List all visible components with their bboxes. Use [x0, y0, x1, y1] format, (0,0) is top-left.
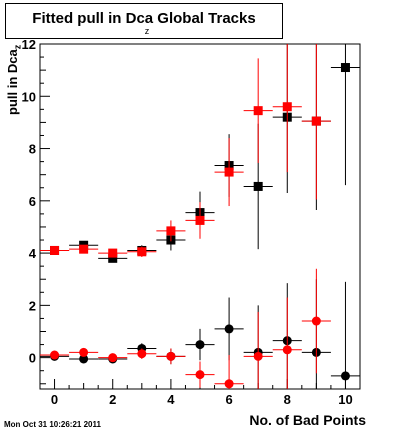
data-point-square: [50, 245, 60, 255]
data-point-square: [253, 106, 263, 116]
y-tick-label: 2: [29, 298, 36, 313]
timestamp: Mon Oct 31 10:26:21 2011: [4, 420, 101, 429]
y-tick-label: 12: [22, 37, 36, 52]
x-tick-label: 0: [51, 392, 58, 407]
x-tick-label: 2: [109, 392, 116, 407]
data-point-square: [224, 167, 234, 177]
chart-title-subscript: z: [144, 26, 150, 36]
data-point-circle: [340, 371, 350, 381]
x-tick-label: 4: [167, 392, 175, 407]
data-point-square: [108, 248, 118, 258]
y-tick-label: 4: [29, 246, 37, 261]
x-tick-label: 10: [338, 392, 352, 407]
x-tick-label: 6: [225, 392, 232, 407]
data-point-circle: [166, 351, 176, 361]
data-point-circle: [195, 370, 205, 380]
x-axis-label: No. of Bad Points: [249, 412, 366, 428]
data-point-circle: [195, 340, 205, 350]
data-point-square: [79, 244, 89, 254]
data-point-square: [282, 102, 292, 112]
data-point-square: [166, 226, 176, 236]
chart-title-main: Fitted pull in Dca: [32, 10, 154, 27]
chart-title-box: Fitted pull in Dca Global Tracks z: [5, 3, 283, 39]
y-tick-label: 6: [29, 194, 36, 209]
data-point-square: [137, 247, 147, 257]
x-tick-label: 8: [284, 392, 291, 407]
data-point-square: [195, 215, 205, 225]
data-point-square: [108, 253, 118, 263]
data-point-square: [311, 116, 321, 126]
data-point-circle: [79, 347, 89, 357]
data-point-circle: [253, 351, 263, 361]
data-point-square: [253, 181, 263, 191]
data-point-circle: [79, 354, 89, 364]
data-point-circle: [224, 324, 234, 334]
data-point-circle: [282, 345, 292, 355]
data-point-circle: [311, 316, 321, 326]
data-point-circle: [50, 350, 60, 360]
y-tick-label: 10: [22, 89, 36, 104]
y-tick-label: 8: [29, 142, 36, 157]
chart-title-suffix: Global Tracks: [153, 10, 256, 27]
data-point-circle: [108, 353, 118, 363]
data-point-square: [340, 63, 350, 73]
data-point-circle: [224, 379, 234, 389]
chart-title: Fitted pull in Dca Global Tracks: [6, 10, 282, 27]
y-tick-label: 0: [29, 351, 36, 366]
data-point-circle: [137, 349, 147, 359]
